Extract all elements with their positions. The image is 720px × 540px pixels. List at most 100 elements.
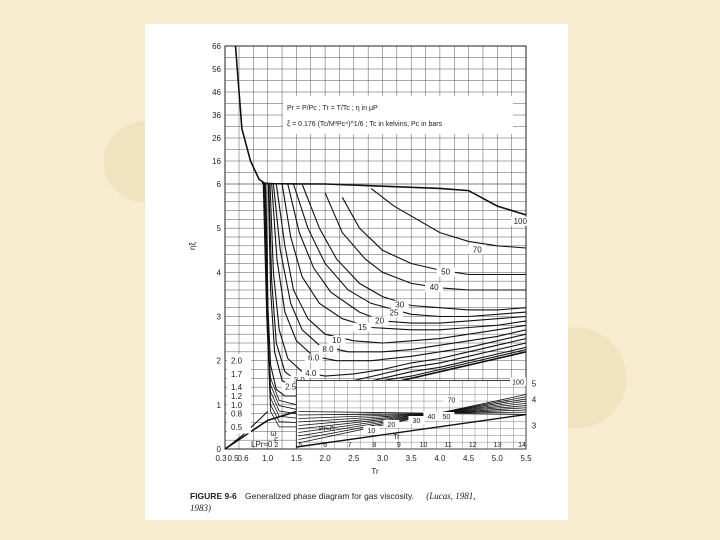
- inset-curve: [298, 407, 527, 423]
- left-curve-label: 1.2: [231, 392, 243, 401]
- x-axis-label: Tr: [371, 467, 379, 476]
- inset-x-tick-label: 7: [348, 442, 352, 449]
- figure-number: FIGURE 9-6: [190, 491, 237, 501]
- curve-label-2.5: 2.5: [285, 382, 297, 391]
- y-tick-label: 36: [212, 111, 221, 120]
- curve-label-bg: [304, 353, 323, 363]
- inset-x-tick-label: 5: [298, 442, 302, 449]
- inset-x-tick-label: 11: [444, 442, 451, 449]
- curve-label-bg: [468, 245, 487, 255]
- inset-curve-label-bg: [363, 426, 380, 434]
- left-curve-label: 1.7: [231, 370, 243, 379]
- curve-label-bg: [390, 300, 409, 310]
- lp-label: LPr≈0: [251, 440, 273, 449]
- y-tick-label: 66: [212, 42, 221, 51]
- inset-x-tick-label: 9: [397, 442, 401, 449]
- inset-curve-label-bg: [423, 412, 440, 420]
- series-curve-leftboundary: [234, 45, 268, 185]
- inset-x-tick-label: 10: [420, 442, 428, 449]
- curve-label-25: 25: [390, 309, 399, 318]
- curve-label-bg: [370, 316, 389, 326]
- curve-label-6.0: 6.0: [308, 354, 320, 363]
- curve-label-100: 100: [514, 217, 528, 226]
- series-curve-4.0: [269, 183, 527, 377]
- curve-label-30: 30: [395, 301, 404, 310]
- left-curve-label: 0.8: [231, 410, 243, 419]
- inset-x-tick-label: 8: [372, 442, 376, 449]
- inset-curve-label-bg: [510, 377, 526, 386]
- y-tick-label: 6: [217, 180, 222, 189]
- y-tick-label: 4: [217, 268, 222, 277]
- curve-label-bg: [425, 283, 444, 292]
- inset-pr-line: [296, 413, 527, 448]
- inset-curve-label: 50: [443, 414, 451, 421]
- curve-label-bg: [301, 369, 320, 379]
- x-tick-label: 3.5: [406, 454, 418, 463]
- inset-curve-label-bg: [443, 395, 460, 404]
- inset-y-tick-label: 3: [532, 422, 537, 431]
- x-tick-label: 5.5: [520, 454, 532, 463]
- inset-curve-label: 30: [413, 418, 421, 425]
- inset-x-tick-label: 13: [493, 442, 501, 449]
- curve-label-15: 15: [358, 323, 367, 332]
- inset-curve: [298, 409, 527, 419]
- series-curve-8.0: [272, 183, 527, 353]
- left-curve-label: 2.0: [231, 357, 243, 366]
- inset-curve-label: 100: [512, 380, 524, 387]
- left-curve-label: 1.4: [231, 383, 243, 392]
- note-line-1: Pr = P/Pc ; Tr = T/Tc ; η in μP: [287, 105, 378, 112]
- curve-label-40: 40: [430, 283, 439, 292]
- y-tick-label: 46: [212, 88, 221, 97]
- x-tick-label: 0.3: [215, 454, 227, 463]
- y-tick-label: 3: [217, 313, 222, 322]
- series-curve-50: [341, 197, 526, 276]
- curve-label-4.0: 4.0: [305, 369, 317, 378]
- left-curve-label: 0.5: [231, 423, 243, 432]
- inset-x-label: Tr: [393, 434, 400, 441]
- curve-label-bg: [384, 308, 403, 318]
- curve-label-bg: [318, 344, 337, 354]
- figure-caption: FIGURE 9-6 Generalized phase diagram for…: [190, 490, 560, 514]
- inset-curve-label-bg: [438, 412, 455, 420]
- y-tick-label: 56: [212, 65, 221, 74]
- series-curve-bunch: [265, 183, 297, 428]
- inset-curve-label: 70: [448, 398, 456, 405]
- inset-y-tick-label: 4: [532, 396, 537, 405]
- x-tick-label: 5.0: [492, 454, 504, 463]
- inset-curve-label: 10: [368, 428, 376, 435]
- curve-label-10: 10: [332, 336, 341, 345]
- series-curve-10: [275, 183, 527, 344]
- curve-label-50: 50: [441, 268, 450, 277]
- x-tick-label: 1.0: [262, 454, 274, 463]
- inset-y-tick-label: 5: [532, 380, 537, 389]
- inset-curve-label-bg: [408, 416, 425, 424]
- notes-background: [283, 96, 513, 134]
- inset-x-tick-label: 6: [323, 442, 327, 449]
- inset-curve-label: 40: [428, 414, 436, 421]
- slide: 66 56 46 36 26 16 6 5 4 3 2 1 0 0.3 0.5 0.6 1.0 1.5 2.0 2.5…: [145, 24, 568, 520]
- x-tick-label: 0.5: [227, 454, 239, 463]
- left-labels-background: [227, 354, 251, 434]
- inset-curve: [298, 405, 527, 426]
- inset-x-tick-label: 14: [518, 442, 526, 449]
- inset-curve-label-bg: [383, 420, 400, 428]
- x-tick-label: 2.0: [320, 454, 332, 463]
- curve-label-bg: [436, 267, 455, 277]
- y-tick-label: 16: [212, 157, 221, 166]
- inset-pr-label: Pr≈0: [319, 426, 334, 433]
- figure-reference-year: 1983): [190, 503, 211, 513]
- inset-curve-label: 20: [388, 422, 396, 429]
- x-tick-label: 0.6: [237, 454, 249, 463]
- curve-label-20: 20: [375, 317, 384, 326]
- omega-subscript: F: [274, 437, 278, 444]
- omega-subscript-2: 2: [274, 442, 278, 449]
- left-curve-label: 1.0: [231, 401, 243, 410]
- omega-label: ω: [270, 429, 276, 438]
- note-line-2: ξ = 0.176 (Tc/M³Pc⁴)^1/6 ; Tc in kelvins…: [287, 121, 443, 128]
- inset-curve: [298, 411, 527, 415]
- curve-label-8.0: 8.0: [322, 345, 334, 354]
- x-tick-label: 3.0: [377, 454, 389, 463]
- x-tick-label: 1.5: [291, 454, 303, 463]
- y-axis-label: ηξ: [188, 242, 197, 250]
